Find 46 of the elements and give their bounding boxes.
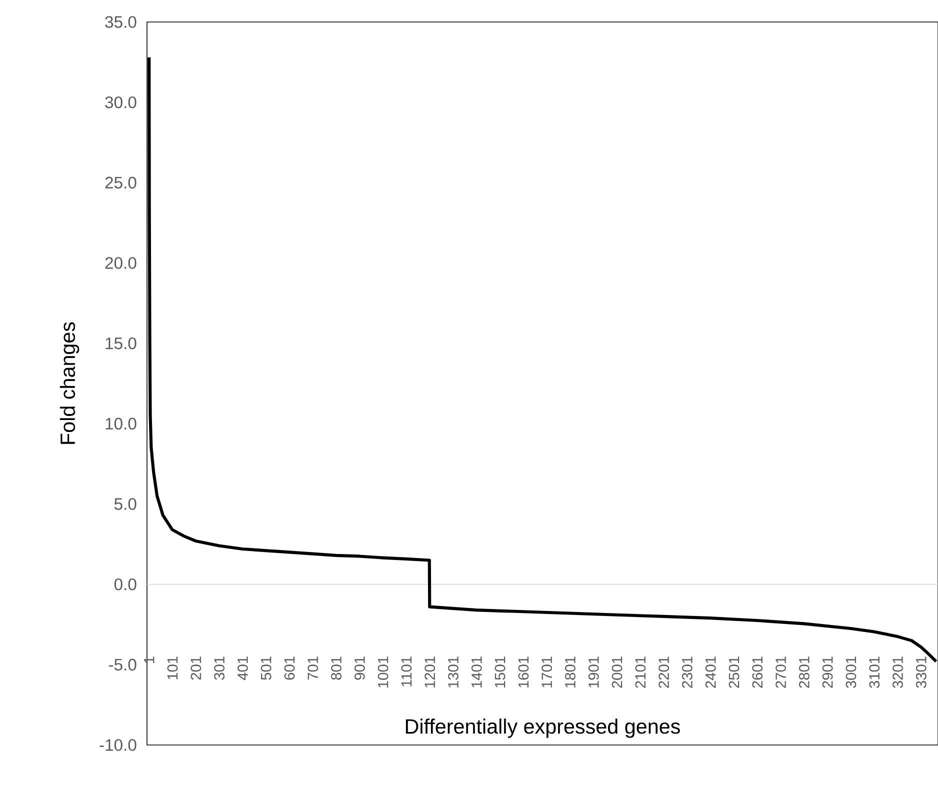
x-tick-label: 501 [260, 656, 272, 680]
x-tick-label: 401 [238, 656, 248, 680]
x-tick-label: 2701 [776, 656, 786, 688]
x-axis-title: Differentially expressed genes [406, 718, 680, 738]
y-tick-label: 30.0 [105, 96, 136, 108]
x-tick-label: 1 [144, 656, 154, 663]
x-tick-label: 1701 [542, 656, 552, 688]
x-tick-label: 201 [190, 656, 202, 680]
x-tick-label: 2601 [752, 656, 763, 688]
x-tick-label: 2501 [728, 656, 740, 688]
x-tick-label: 1201 [424, 656, 436, 688]
y-tick-label: 15.0 [106, 337, 136, 350]
x-tick-label: 1401 [471, 656, 482, 688]
x-tick-label: 3001 [846, 656, 856, 688]
x-tick-label: 901 [354, 656, 365, 680]
x-tick-label: 2301 [682, 656, 692, 688]
x-tick-label: 1501 [494, 656, 506, 688]
y-tick-label: -10.0 [100, 739, 136, 751]
x-tick-label: 3101 [869, 656, 880, 688]
x-tick-label: 1101 [401, 656, 412, 686]
x-tick-label: 2001 [612, 656, 622, 688]
x-tick-label: 2801 [799, 656, 810, 688]
y-axis-title: Fold changes [60, 322, 80, 444]
y-tick-label: 25.0 [105, 176, 136, 189]
x-tick-label: 1301 [448, 656, 458, 688]
x-tick-label: 801 [331, 656, 342, 680]
x-tick-label: 1901 [588, 656, 599, 688]
x-tick-label: 2401 [705, 656, 716, 688]
x-tick-label: 2201 [658, 656, 670, 688]
x-tick-label: 1001 [378, 656, 388, 688]
y-tick-label: -5.0 [108, 658, 136, 671]
y-tick-label: 20.0 [105, 257, 136, 269]
x-tick-label: 1601 [518, 656, 529, 688]
x-tick-label: 2101 [635, 656, 646, 688]
y-tick-label: 5.0 [114, 498, 136, 510]
x-tick-label: 2901 [822, 656, 833, 688]
y-tick-label: 0.0 [114, 578, 136, 590]
y-tick-label: 35.0 [105, 16, 136, 28]
x-tick-label: 3301 [916, 656, 926, 688]
x-tick-label: 1801 [565, 656, 576, 688]
x-tick-label: 301 [214, 656, 224, 680]
x-tick-label: 601 [284, 656, 295, 680]
y-tick-label: 10.0 [106, 418, 136, 430]
x-tick-label: 3201 [892, 656, 903, 688]
x-tick-label: 101 [167, 656, 178, 680]
x-tick-label: 701 [308, 656, 318, 680]
